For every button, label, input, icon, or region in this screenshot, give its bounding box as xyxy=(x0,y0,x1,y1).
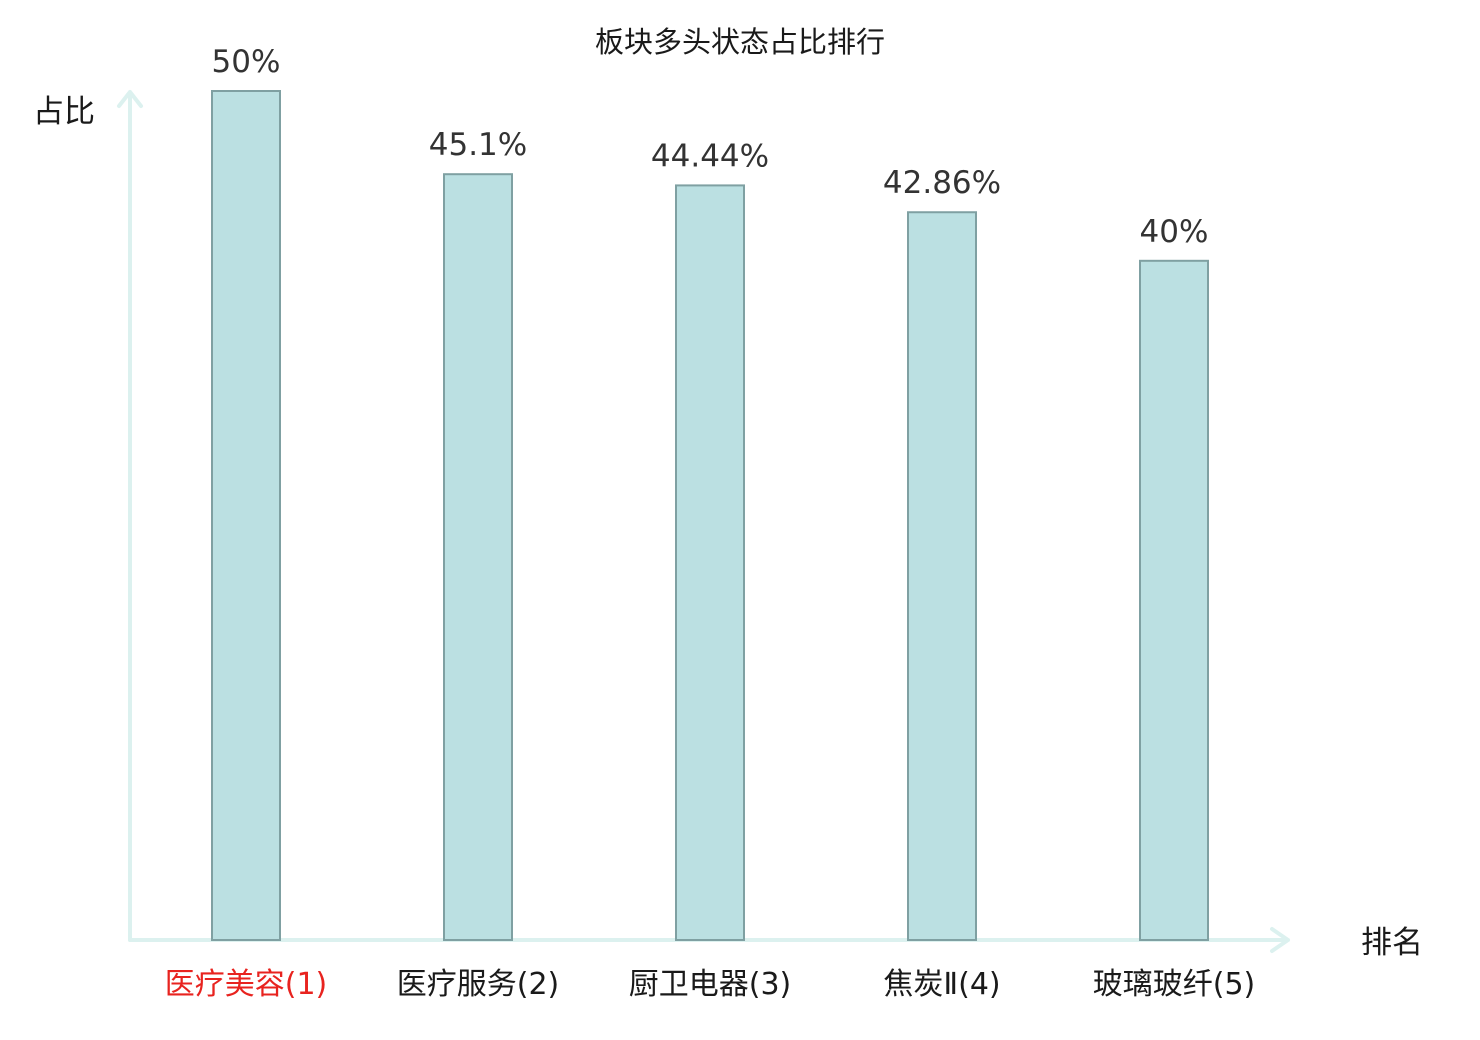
bar-4 xyxy=(907,211,977,942)
bar-value-label-2: 45.1% xyxy=(429,127,527,163)
value-labels-group: 50% 45.1% 44.44% 42.86% 40% xyxy=(212,44,1209,250)
category-label-1: 医疗美容(1) xyxy=(165,967,328,1002)
category-labels-group: 医疗美容(1) 医疗服务(2) 厨卫电器(3) 焦炭Ⅱ(4) 玻璃玻纤(5) xyxy=(165,967,1256,1002)
category-label-4: 焦炭Ⅱ(4) xyxy=(883,967,1000,1002)
bar-5 xyxy=(1139,259,1209,941)
bar-3 xyxy=(675,184,745,941)
bars-group xyxy=(211,90,1209,942)
category-label-5: 玻璃玻纤(5) xyxy=(1093,967,1256,1002)
y-axis-label: 占比 xyxy=(33,94,95,130)
x-axis-label: 排名 xyxy=(1361,925,1423,961)
chart-title: 板块多头状态占比排行 xyxy=(595,25,885,59)
bar-value-label-4: 42.86% xyxy=(883,165,1001,201)
category-label-3: 厨卫电器(3) xyxy=(629,967,792,1002)
y-axis-line xyxy=(117,90,143,942)
bar-value-label-1: 50% xyxy=(212,44,281,80)
bar-1 xyxy=(211,90,281,941)
bar-2 xyxy=(443,173,513,941)
bar-value-label-3: 44.44% xyxy=(651,138,769,174)
bar-value-label-5: 40% xyxy=(1140,214,1209,250)
category-label-2: 医疗服务(2) xyxy=(397,967,560,1002)
